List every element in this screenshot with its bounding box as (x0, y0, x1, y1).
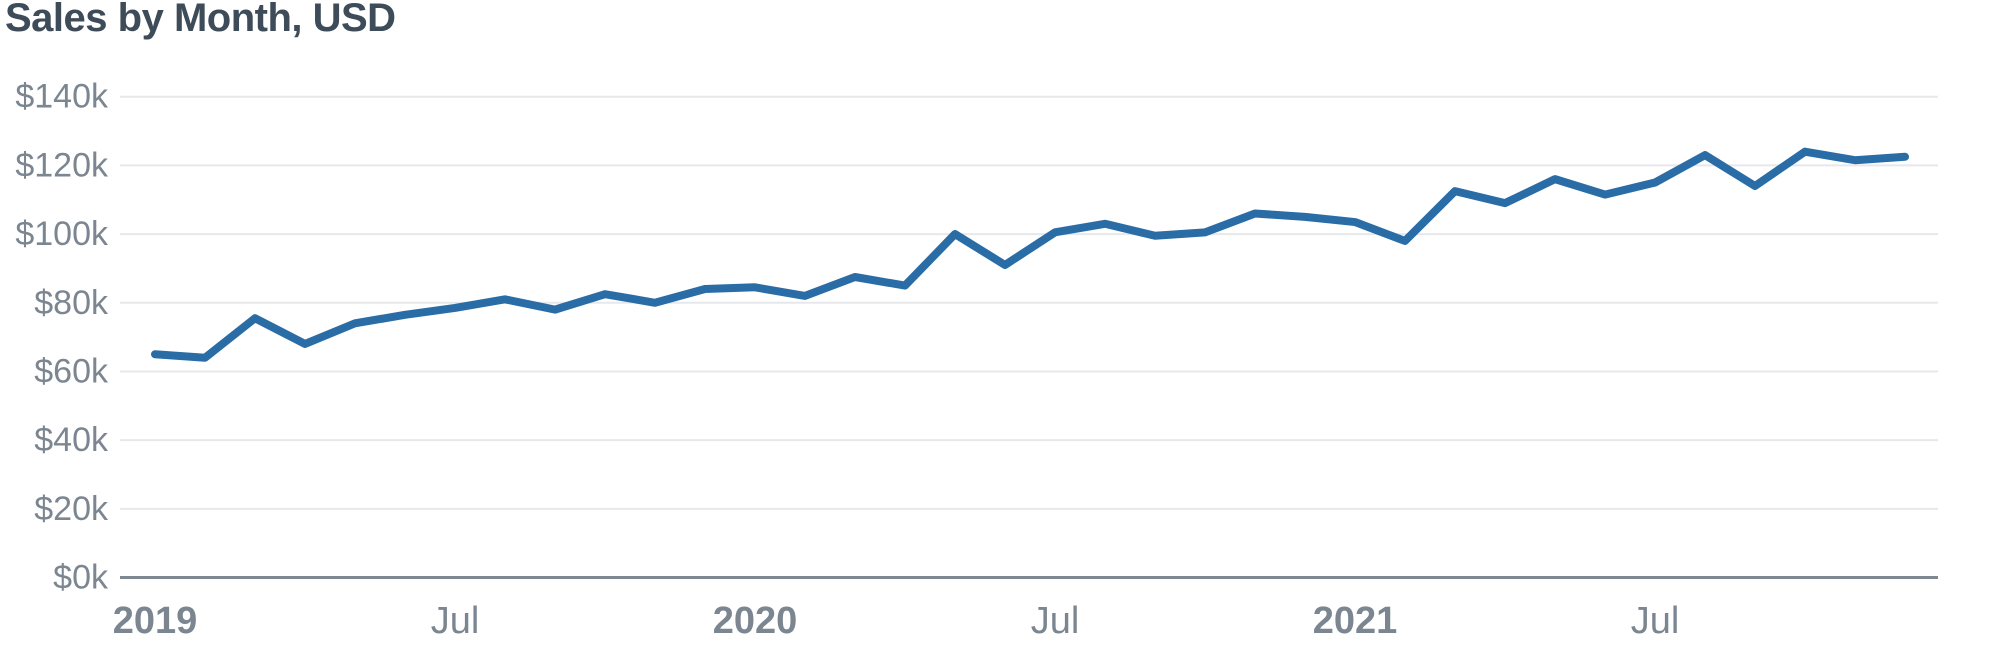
y-axis-tick-label: $40k (34, 421, 109, 459)
gridlines-group (120, 95, 1938, 579)
sales-line-series (151, 147, 1909, 362)
y-axis-tick-label: $120k (15, 146, 109, 184)
x-axis-tick-label: 2020 (713, 600, 798, 642)
y-axis-labels-group: $0k $20k $40k $60k $80k $100k $120k $140k (15, 78, 109, 597)
series-group (151, 147, 1909, 362)
x-axis-tick-label: Jul (1631, 600, 1680, 642)
chart-title: Sales by Month, USD (5, 0, 396, 40)
x-axis-tick-label: Jul (431, 600, 480, 642)
y-axis-tick-label: $60k (34, 352, 109, 390)
x-axis-labels-group: 2019 Jul 2020 Jul 2021 Jul (113, 600, 1680, 642)
y-axis-tick-label: $80k (34, 284, 109, 322)
y-axis-tick-label: $140k (15, 78, 109, 116)
y-axis-tick-label: $100k (15, 215, 109, 253)
x-axis-tick-label: 2019 (113, 600, 198, 642)
x-axis-tick-label: 2021 (1313, 600, 1398, 642)
y-axis-tick-label: $0k (53, 559, 109, 597)
x-axis-tick-label: Jul (1031, 600, 1080, 642)
y-axis-tick-label: $20k (34, 490, 109, 528)
